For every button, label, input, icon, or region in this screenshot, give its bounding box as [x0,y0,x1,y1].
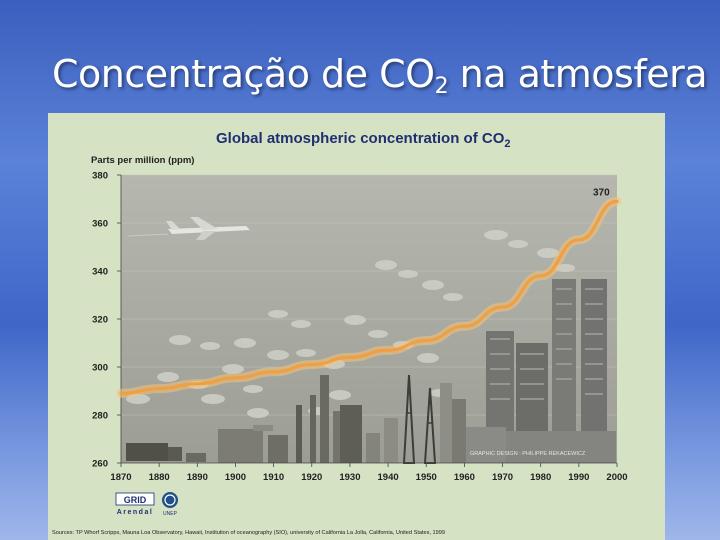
data-point-1870 [119,392,123,395]
data-point-1910 [272,370,276,374]
y-tick-label-340: 340 [92,267,108,278]
data-point-1890 [195,382,199,386]
co2-chart: Global atmospheric concentration of CO2 … [52,130,628,536]
data-point-1880 [157,387,161,390]
co2-series [116,196,622,398]
grid-arendal-logo: GRID Arendal [115,492,155,516]
arendal-logo-text: Arendal [117,509,154,516]
x-tick-label-1910: 1910 [263,472,284,483]
slide-title-subscript: 2 [434,74,449,99]
y-tick-label-260: 260 [92,459,108,470]
x-tick-label-1940: 1940 [378,472,399,483]
airplane-icon [127,217,250,240]
x-tick-label-1890: 1890 [187,472,208,483]
x-tick-label-1930: 1930 [339,472,360,483]
graphic-design-credit: GRAPHIC DESIGN : PHILIPPE REKACEWICZ [470,451,586,457]
x-tick-label-1920: 1920 [301,472,322,483]
x-tick-label-1990: 1990 [568,472,589,483]
x-tick-label-1950: 1950 [416,472,437,483]
data-point-1990 [577,238,581,242]
x-tick-label-2000: 2000 [606,472,627,483]
industry-skyline-decoration [126,279,616,464]
y-tick-label-320: 320 [92,315,108,326]
slide-title: Concentração de CO2 na atmosfera [52,52,708,99]
data-point-1970 [501,305,504,309]
grid-logo-text: GRID [124,495,147,505]
x-tick-label-1970: 1970 [492,472,513,483]
unep-logo: UNEP [162,492,178,517]
y-tick-label-360: 360 [92,219,108,230]
data-point-1930 [348,356,352,359]
y-tick-label-300: 300 [92,363,108,374]
y-axis-ticks: 260 280 300 320 340 360 380 [92,171,121,470]
chart-title-subscript: 2 [504,138,510,150]
x-tick-label-1900: 1900 [225,472,246,483]
source-note: Sources: TP Whorf Scripps, Mauna Loa Obs… [52,530,445,536]
grid-lines [121,174,617,416]
unep-logo-text: UNEP [163,511,178,517]
chart-title-main: Global atmospheric concentration of CO [216,130,505,147]
y-tick-label-380: 380 [92,171,108,182]
x-tick-label-1870: 1870 [110,472,131,483]
data-point-1980 [539,274,543,278]
x-tick-label-1960: 1960 [454,472,475,483]
slide-title-main: Concentração de CO [52,52,435,96]
data-point-1960 [462,324,466,328]
data-point-1900 [234,376,237,380]
data-point-1920 [310,363,314,366]
co2-chart-figure: Global atmospheric concentration of CO2 … [48,113,665,540]
data-point-1950 [424,339,428,342]
chart-title: Global atmospheric concentration of CO2 [216,130,511,150]
y-tick-label-280: 280 [92,411,108,422]
slide-title-tail: na atmosfera [448,52,708,96]
data-point-2000 [615,200,619,203]
end-value-label: 370 [593,187,610,198]
data-point-1940 [386,348,390,352]
x-tick-label-1880: 1880 [149,472,170,483]
y-axis-label: Parts per million (ppm) [91,155,194,166]
x-axis-ticks: 1870 1880 1890 1900 1910 1920 1930 1940 1950 1960… [110,463,628,483]
x-tick-label-1980: 1980 [530,472,551,483]
